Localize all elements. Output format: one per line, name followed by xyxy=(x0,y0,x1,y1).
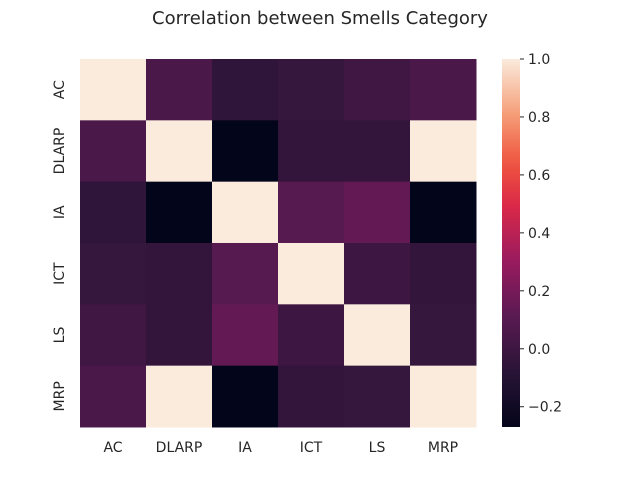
y-tick-label: MRP xyxy=(52,381,68,411)
heatmap-cell xyxy=(80,365,147,428)
heatmap-cell xyxy=(344,181,411,244)
heatmap-cell xyxy=(410,304,477,367)
x-tick-label: DLARP xyxy=(156,440,203,456)
heatmap-cell xyxy=(410,181,477,244)
heatmap-cell xyxy=(146,59,213,121)
heatmap-cell xyxy=(344,304,411,367)
heatmap-cell xyxy=(212,181,279,244)
heatmap-cell xyxy=(278,59,345,121)
y-tick-label: LS xyxy=(52,327,68,344)
heatmap-cell xyxy=(80,181,147,244)
heatmap-cells xyxy=(80,59,477,428)
heatmap-cell xyxy=(80,242,147,305)
heatmap-cell xyxy=(212,365,279,428)
y-tick-labels: AC DLARP IA ICT LS MRP xyxy=(52,80,68,412)
heatmap-cell xyxy=(80,120,147,183)
heatmap-cell xyxy=(410,59,477,121)
x-tick-label: MRP xyxy=(428,440,458,456)
x-tick-label: ICT xyxy=(300,440,323,456)
heatmap-cell xyxy=(80,59,147,121)
y-tick-label: ICT xyxy=(52,262,68,285)
heatmap-cell xyxy=(410,120,477,183)
colorbar-tick-label: 0.8 xyxy=(528,110,550,126)
colorbar-tick-label: 0.6 xyxy=(528,168,550,184)
x-tick-labels: AC DLARP IA ICT LS MRP xyxy=(103,440,458,456)
colorbar-tick-label: 0.4 xyxy=(528,226,550,242)
y-tick-label: AC xyxy=(52,80,68,99)
heatmap-cell xyxy=(344,120,411,183)
heatmap-cell xyxy=(344,242,411,305)
colorbar-tick-label: −0.2 xyxy=(528,400,562,416)
heatmap-cell xyxy=(212,120,279,183)
chart-title: Correlation between Smells Category xyxy=(152,8,488,29)
heatmap-cell xyxy=(278,242,345,305)
heatmap-cell xyxy=(410,365,477,428)
x-tick-label: IA xyxy=(238,440,252,456)
heatmap-cell xyxy=(278,120,345,183)
heatmap-cell xyxy=(212,59,279,121)
heatmap-cell xyxy=(212,242,279,305)
heatmap-cell xyxy=(410,242,477,305)
colorbar-tick-label: 0.2 xyxy=(528,284,550,300)
heatmap-cell xyxy=(212,304,279,367)
x-tick-label: LS xyxy=(369,440,386,456)
x-tick-label: AC xyxy=(103,440,122,456)
colorbar-tick-label: 1.0 xyxy=(528,52,550,68)
heatmap-cell xyxy=(146,304,213,367)
y-tick-label: DLARP xyxy=(52,128,68,175)
heatmap-cell xyxy=(146,365,213,428)
colorbar-tick-label: 0.0 xyxy=(528,342,550,358)
heatmap-cell xyxy=(344,59,411,121)
colorbar-ticks: −0.2 0.0 0.2 0.4 0.6 0.8 1.0 xyxy=(520,52,562,416)
heatmap-cell xyxy=(80,304,147,367)
colorbar xyxy=(502,59,520,427)
heatmap-cell xyxy=(146,242,213,305)
heatmap-cell xyxy=(278,365,345,428)
heatmap-cell xyxy=(344,365,411,428)
heatmap-cell xyxy=(146,181,213,244)
heatmap-cell xyxy=(278,181,345,244)
heatmap-cell xyxy=(278,304,345,367)
heatmap-cell xyxy=(146,120,213,183)
y-tick-label: IA xyxy=(52,205,68,219)
